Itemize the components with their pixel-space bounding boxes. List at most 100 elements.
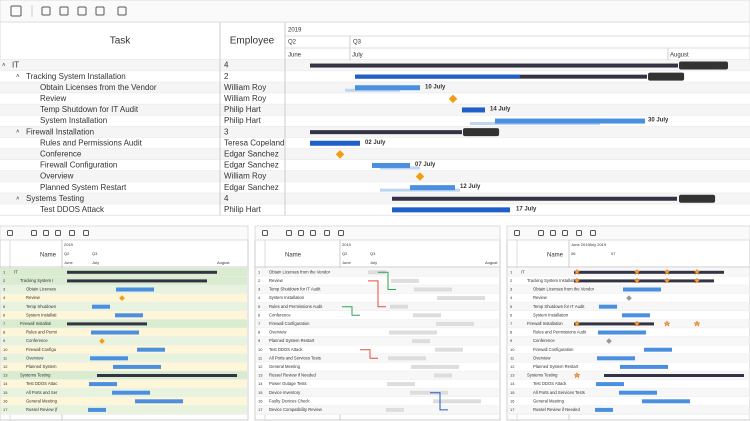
- timeline-quarter: Q3: [370, 251, 376, 256]
- employee: Philip Hart: [224, 205, 262, 214]
- row: [508, 379, 749, 389]
- row-number: 4: [510, 295, 513, 300]
- toolbar-button[interactable]: [77, 6, 87, 16]
- toolbar-button[interactable]: [590, 230, 596, 236]
- star: [633, 320, 641, 327]
- task-name: Temp Shutdown: [26, 304, 57, 309]
- star: [633, 268, 641, 275]
- task-bar: [112, 390, 150, 395]
- task-bar: [410, 185, 455, 191]
- toolbar-button[interactable]: [562, 230, 568, 236]
- employee: William Roy: [224, 83, 266, 92]
- toolbar-button[interactable]: [59, 6, 69, 16]
- task-name: Conference: [269, 312, 291, 317]
- bar-label: 5 tasks: [682, 196, 701, 202]
- toolbar-button[interactable]: [43, 230, 49, 236]
- task-name: Planned System: [26, 364, 57, 369]
- row-number: 9: [258, 338, 261, 343]
- task-bar: [90, 356, 128, 361]
- expand-toggle[interactable]: ˄: [16, 196, 20, 202]
- task-name: Overview: [26, 355, 44, 360]
- expand-toggle[interactable]: ˄: [16, 74, 20, 80]
- employee: Philip Hart: [224, 105, 262, 114]
- toolbar-button[interactable]: [95, 6, 105, 16]
- label-badge: [679, 61, 728, 70]
- toolbar-button[interactable]: [310, 230, 316, 236]
- task-name: Firewall Configuration: [269, 321, 310, 326]
- toolbar-button[interactable]: [298, 230, 304, 236]
- toolbar-button[interactable]: [7, 230, 13, 236]
- toolbar-button[interactable]: [286, 230, 292, 236]
- task-bar: [434, 373, 452, 378]
- toolbar-button[interactable]: [83, 230, 89, 236]
- row-number: 4: [258, 295, 261, 300]
- bar-label: 07 July: [415, 162, 436, 168]
- toolbar: [0, 0, 750, 23]
- task-name: System Installation: [533, 312, 569, 317]
- toolbar-button[interactable]: [538, 230, 544, 236]
- task-bar: [392, 196, 677, 201]
- row: [256, 371, 499, 380]
- row-number: 1: [510, 269, 513, 274]
- row-number: 1: [3, 269, 6, 274]
- row: [1, 379, 247, 389]
- timeline-month: August: [485, 260, 498, 265]
- toolbar-button[interactable]: [117, 6, 127, 16]
- expand-toggle[interactable]: ˄: [2, 63, 6, 69]
- toolbar-button[interactable]: [338, 230, 344, 236]
- toolbar-button[interactable]: [55, 230, 61, 236]
- toolbar-button[interactable]: [41, 6, 51, 16]
- dependency-arrow: [342, 306, 360, 316]
- timeline-quarter: Q3: [353, 40, 362, 46]
- task-name: Test DDOS Attack: [269, 347, 303, 352]
- toolbar-button[interactable]: [324, 230, 330, 236]
- task-name: System Installation: [40, 116, 107, 125]
- task-bar: [644, 347, 672, 352]
- row-number: 9: [510, 338, 513, 343]
- row-number: 13: [3, 373, 8, 378]
- task-bar: [623, 287, 661, 292]
- row: [256, 345, 499, 354]
- task-name: Rules and Permi: [26, 330, 57, 335]
- task-bar: [596, 382, 624, 387]
- employee: 2: [224, 72, 229, 81]
- row: [1, 345, 247, 354]
- row-number: 13: [510, 373, 515, 378]
- row-number: 6: [3, 312, 6, 317]
- toolbar-button[interactable]: [69, 230, 75, 236]
- timeline-quarter: Q3: [92, 251, 98, 256]
- milestone: [119, 295, 125, 301]
- task-name: Review: [533, 295, 548, 300]
- toolbar-button[interactable]: [262, 230, 268, 236]
- row: [256, 319, 499, 329]
- column-header: Employee: [230, 36, 275, 47]
- panel-toolbar: [254, 225, 501, 241]
- row-number: 16: [258, 398, 263, 403]
- toolbar-button[interactable]: [550, 230, 556, 236]
- toolbar-button[interactable]: [576, 230, 582, 236]
- toolbar-button[interactable]: [31, 230, 37, 236]
- toolbar-button[interactable]: [10, 5, 22, 17]
- task-name: All Ports and Ser: [26, 390, 58, 395]
- task-name: IT: [521, 269, 525, 274]
- expand-toggle[interactable]: ˄: [16, 130, 20, 136]
- bar-label: 10 July: [425, 84, 446, 90]
- timeline-year: 2019: [342, 242, 352, 247]
- task-bar: [386, 407, 404, 412]
- row-number: 17: [3, 407, 8, 412]
- row-number: 11: [258, 355, 263, 360]
- task-name: Planned System Restart: [533, 364, 579, 369]
- task-name: General Meeting: [269, 364, 301, 369]
- employee: 4: [224, 61, 229, 70]
- milestone: [626, 295, 632, 301]
- toolbar-button[interactable]: [514, 230, 520, 236]
- panel-toolbar: [506, 225, 750, 241]
- task-name: General Meeting: [26, 398, 58, 403]
- task-bar: [595, 407, 613, 412]
- task-name: Planned System Restart: [269, 338, 315, 343]
- row-number: 16: [510, 398, 515, 403]
- row: [0, 204, 750, 216]
- task-name: Device Inventory: [269, 390, 301, 395]
- task-bar: [599, 304, 617, 309]
- milestone: [99, 338, 105, 344]
